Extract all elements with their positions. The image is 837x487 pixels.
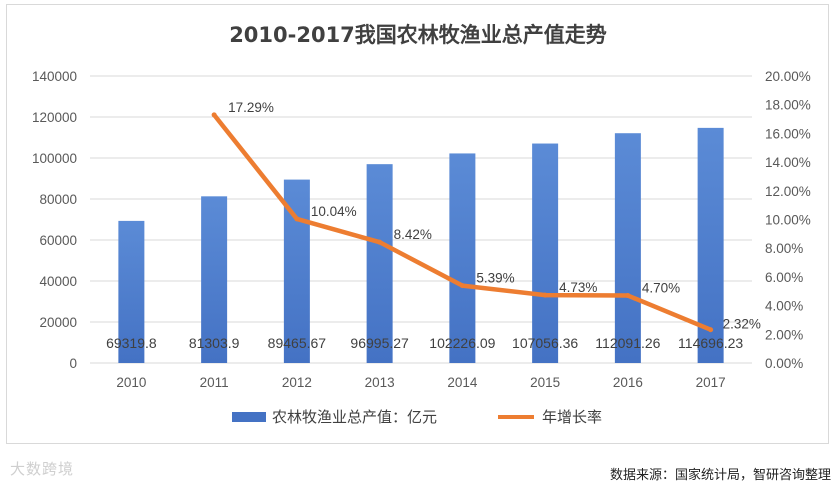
legend-line-label: 年增长率 [542, 408, 602, 426]
line-value-label: 2.32% [723, 317, 761, 332]
legend-bar-label: 农林牧渔业总产值：亿元 [272, 408, 437, 426]
bar [366, 164, 393, 363]
gridlines [90, 75, 752, 364]
right-tick-label: 10.00% [765, 213, 811, 228]
bar-value-label: 89465.67 [268, 335, 327, 351]
x-axis-ticks: 2010 2011 2012 2013 2014 2015 2016 2017 [116, 375, 725, 390]
watermark: 大数跨境 [10, 460, 75, 478]
x-tick-label: 2011 [200, 375, 229, 390]
line-value-label: 5.39% [476, 271, 514, 286]
right-tick-label: 14.00% [765, 155, 811, 170]
bar [449, 153, 476, 363]
left-tick-label: 140000 [32, 69, 77, 84]
line-value-label: 17.29% [228, 100, 274, 115]
right-tick-label: 2.00% [765, 327, 803, 342]
right-tick-label: 4.00% [765, 299, 803, 314]
right-axis-ticks: 0.00% 2.00% 4.00% 6.00% 8.00% 10.00% 12.00% 14.… [765, 69, 811, 371]
line-series: 17.29% 10.04% 8.42% 5.39% 4.73% 4.70% 2.32% [211, 100, 761, 333]
bar-value-label: 69319.8 [106, 335, 157, 351]
line-value-label: 4.70% [642, 281, 680, 296]
left-tick-label: 40000 [39, 274, 77, 289]
right-tick-label: 18.00% [765, 98, 811, 113]
left-axis-ticks: 0 20000 40000 60000 80000 100000 120000 140000 [32, 69, 77, 371]
line-point [542, 292, 548, 298]
bar-series: 69319.8 81303.9 89465.67 96995.27 102226.09 1… [106, 127, 743, 363]
bar-value-label: 96995.27 [350, 335, 409, 351]
bar [532, 143, 559, 363]
x-tick-label: 2010 [116, 375, 146, 390]
line-value-label: 8.42% [394, 227, 432, 242]
line-value-label: 10.04% [311, 204, 357, 219]
right-tick-label: 12.00% [765, 184, 811, 199]
x-tick-label: 2012 [282, 375, 312, 390]
right-tick-label: 20.00% [765, 69, 811, 84]
bar [614, 133, 641, 363]
x-tick-label: 2014 [447, 375, 478, 390]
x-tick-label: 2013 [365, 375, 395, 390]
legend: 农林牧渔业总产值：亿元 年增长率 [232, 408, 602, 426]
bar-value-label: 112091.26 [595, 335, 660, 351]
legend-bar-swatch [232, 412, 266, 422]
right-tick-label: 6.00% [765, 270, 803, 285]
bar-value-label: 114696.23 [678, 335, 743, 351]
chart-title: 2010-2017我国农林牧渔业总产值走势 [229, 23, 607, 47]
line-point [625, 293, 631, 299]
line-point [294, 216, 300, 222]
bar [201, 196, 228, 363]
left-tick-label: 60000 [39, 233, 77, 248]
bar-value-label: 102226.09 [429, 335, 495, 351]
x-tick-label: 2017 [696, 375, 726, 390]
x-tick-label: 2016 [613, 375, 643, 390]
line-point [211, 112, 217, 118]
left-tick-label: 20000 [39, 315, 77, 330]
line-point [459, 283, 465, 289]
right-tick-label: 16.00% [765, 126, 811, 141]
line-point [708, 327, 714, 333]
bar [118, 220, 145, 363]
left-tick-label: 100000 [32, 151, 77, 166]
left-tick-label: 0 [69, 356, 77, 371]
line-value-label: 4.73% [559, 280, 597, 295]
bar-value-label: 107056.36 [512, 335, 578, 351]
right-tick-label: 0.00% [765, 356, 803, 371]
right-tick-label: 8.00% [765, 241, 803, 256]
line-point [377, 239, 383, 245]
left-tick-label: 120000 [32, 110, 77, 125]
bar-value-label: 81303.9 [189, 335, 240, 351]
x-tick-label: 2015 [530, 375, 560, 390]
left-tick-label: 80000 [39, 192, 77, 207]
source-note: 数据来源：国家统计局，智研咨询整理 [609, 468, 831, 483]
